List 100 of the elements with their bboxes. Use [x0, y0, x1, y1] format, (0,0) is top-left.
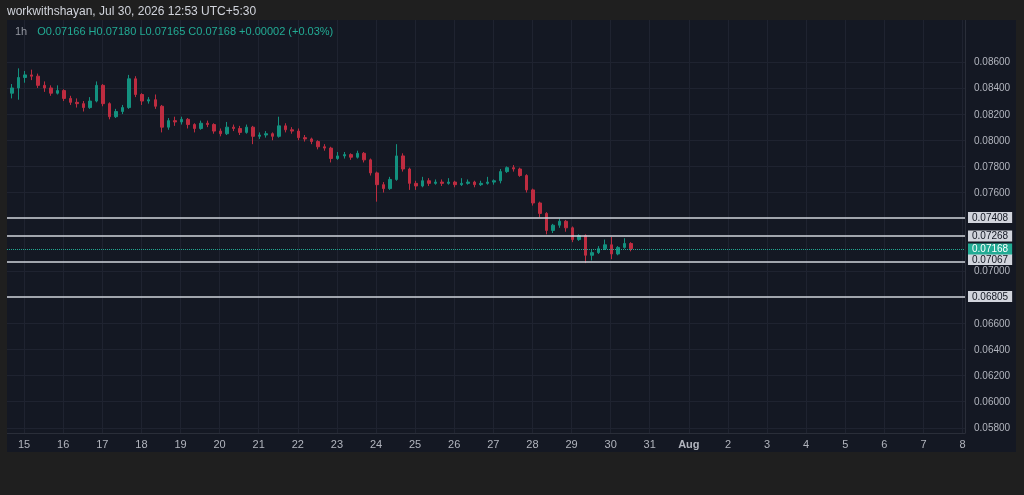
candlestick [558, 218, 561, 229]
x-tick-label: Aug [678, 437, 700, 450]
x-tick-label: 27 [487, 437, 500, 450]
candlestick [114, 108, 118, 119]
candlestick [193, 122, 196, 133]
candlestick [43, 80, 46, 93]
candlestick [36, 73, 40, 89]
candlestick [140, 92, 144, 106]
candlestick [616, 245, 620, 256]
candlestick [121, 104, 124, 115]
candlestick [258, 131, 261, 140]
x-tick-label: 8 [959, 437, 966, 450]
candlestick [434, 178, 437, 186]
candlestick [271, 131, 274, 141]
x-tick-label: 16 [57, 437, 70, 450]
y-tick-label: 0.08200 [974, 108, 1011, 120]
x-tick-label: 28 [526, 437, 539, 450]
candlestick [597, 245, 600, 255]
candlestick [277, 116, 281, 139]
candlestick [590, 249, 594, 261]
candlestick [310, 137, 313, 145]
candlestick [108, 101, 111, 120]
candlestick [245, 124, 248, 135]
candlestick [88, 96, 92, 110]
candlestick [134, 75, 137, 98]
candlestick [623, 237, 626, 250]
ref-line-label: 0.06805 [972, 290, 1009, 302]
candlestick [82, 100, 85, 112]
candlestick [290, 126, 294, 135]
y-tick-label: 0.08000 [974, 134, 1011, 146]
x-tick-label: 4 [803, 437, 810, 450]
candlestick [75, 97, 79, 109]
x-tick-label: 3 [763, 437, 771, 450]
candlestick [173, 116, 177, 127]
candlestick [603, 239, 607, 251]
candlestick [584, 233, 587, 264]
candlestick [17, 67, 20, 101]
candlestick [414, 180, 418, 191]
candlestick [460, 177, 463, 187]
x-tick-label: 29 [565, 437, 578, 450]
candlestick [95, 80, 98, 103]
candlestick [440, 178, 444, 187]
ref-line-label: 0.07268 [972, 230, 1009, 242]
ref-line-label: 0.07168 [972, 243, 1009, 255]
y-tick-label: 0.08400 [974, 82, 1011, 94]
chart-title: 1h [15, 25, 28, 37]
candlestick [127, 74, 131, 110]
candlestick [473, 180, 476, 188]
candlestick [356, 150, 359, 160]
candlestick [167, 117, 170, 131]
candlestick [206, 120, 209, 128]
candlestick [160, 104, 164, 133]
candlestick [466, 178, 470, 186]
ref-line-label: 0.07067 [972, 253, 1009, 265]
x-tick-label: 5 [842, 437, 849, 450]
y-tick-label: 0.07800 [974, 160, 1011, 172]
ref-line-label: 0.07408 [972, 212, 1009, 224]
candlestick [564, 219, 568, 233]
candlestick [492, 178, 496, 186]
y-tick-label: 0.08600 [974, 56, 1011, 68]
candlestick [219, 127, 222, 137]
candlestick [343, 151, 346, 160]
candlestick [395, 143, 398, 182]
candlestick [30, 69, 33, 81]
candlestick [101, 83, 105, 107]
candlestick [518, 167, 522, 178]
x-tick-label: 15 [17, 437, 31, 450]
candlestick [512, 164, 515, 173]
x-tick-label: 30 [604, 437, 617, 450]
y-tick-label: 0.07600 [974, 187, 1011, 199]
candlestick [421, 176, 424, 188]
text: workwithshayan, Jul 30, 2026 12:53 UTC+5:30 [7, 4, 257, 18]
candlestick [447, 177, 450, 186]
x-tick-label: 24 [369, 437, 383, 450]
y-tick-label: 0.07000 [974, 265, 1011, 277]
x-tick-label: 17 [96, 437, 109, 450]
candlestick [284, 122, 287, 133]
candlestick [10, 83, 14, 99]
candlestick [199, 120, 203, 131]
candlestick [408, 167, 411, 191]
x-tick-label: 20 [213, 437, 226, 450]
candlestick [56, 84, 59, 95]
candlestick [62, 88, 66, 102]
candlestick [375, 171, 379, 203]
x-tick-label: 18 [135, 437, 148, 450]
x-tick-label: 6 [881, 437, 888, 450]
candlestick [49, 84, 53, 97]
candlestick [551, 223, 555, 234]
candlestick [453, 180, 457, 188]
candlestick [388, 176, 392, 191]
candlestick [329, 146, 333, 163]
candlestick [297, 127, 300, 141]
x-tick-label: 21 [252, 437, 265, 450]
x-tick-label: 22 [291, 437, 304, 450]
x-tick-label: 26 [448, 437, 461, 450]
candlestick [505, 165, 509, 174]
chart-subtitle: O0.07166 H0.07180 L0.07165 C0.07168 +0.00002 (+0.03%) [37, 25, 334, 37]
candlestick [538, 201, 542, 218]
y-tick-label: 0.05800 [974, 422, 1011, 434]
x-tick-label: 2 [724, 437, 732, 450]
